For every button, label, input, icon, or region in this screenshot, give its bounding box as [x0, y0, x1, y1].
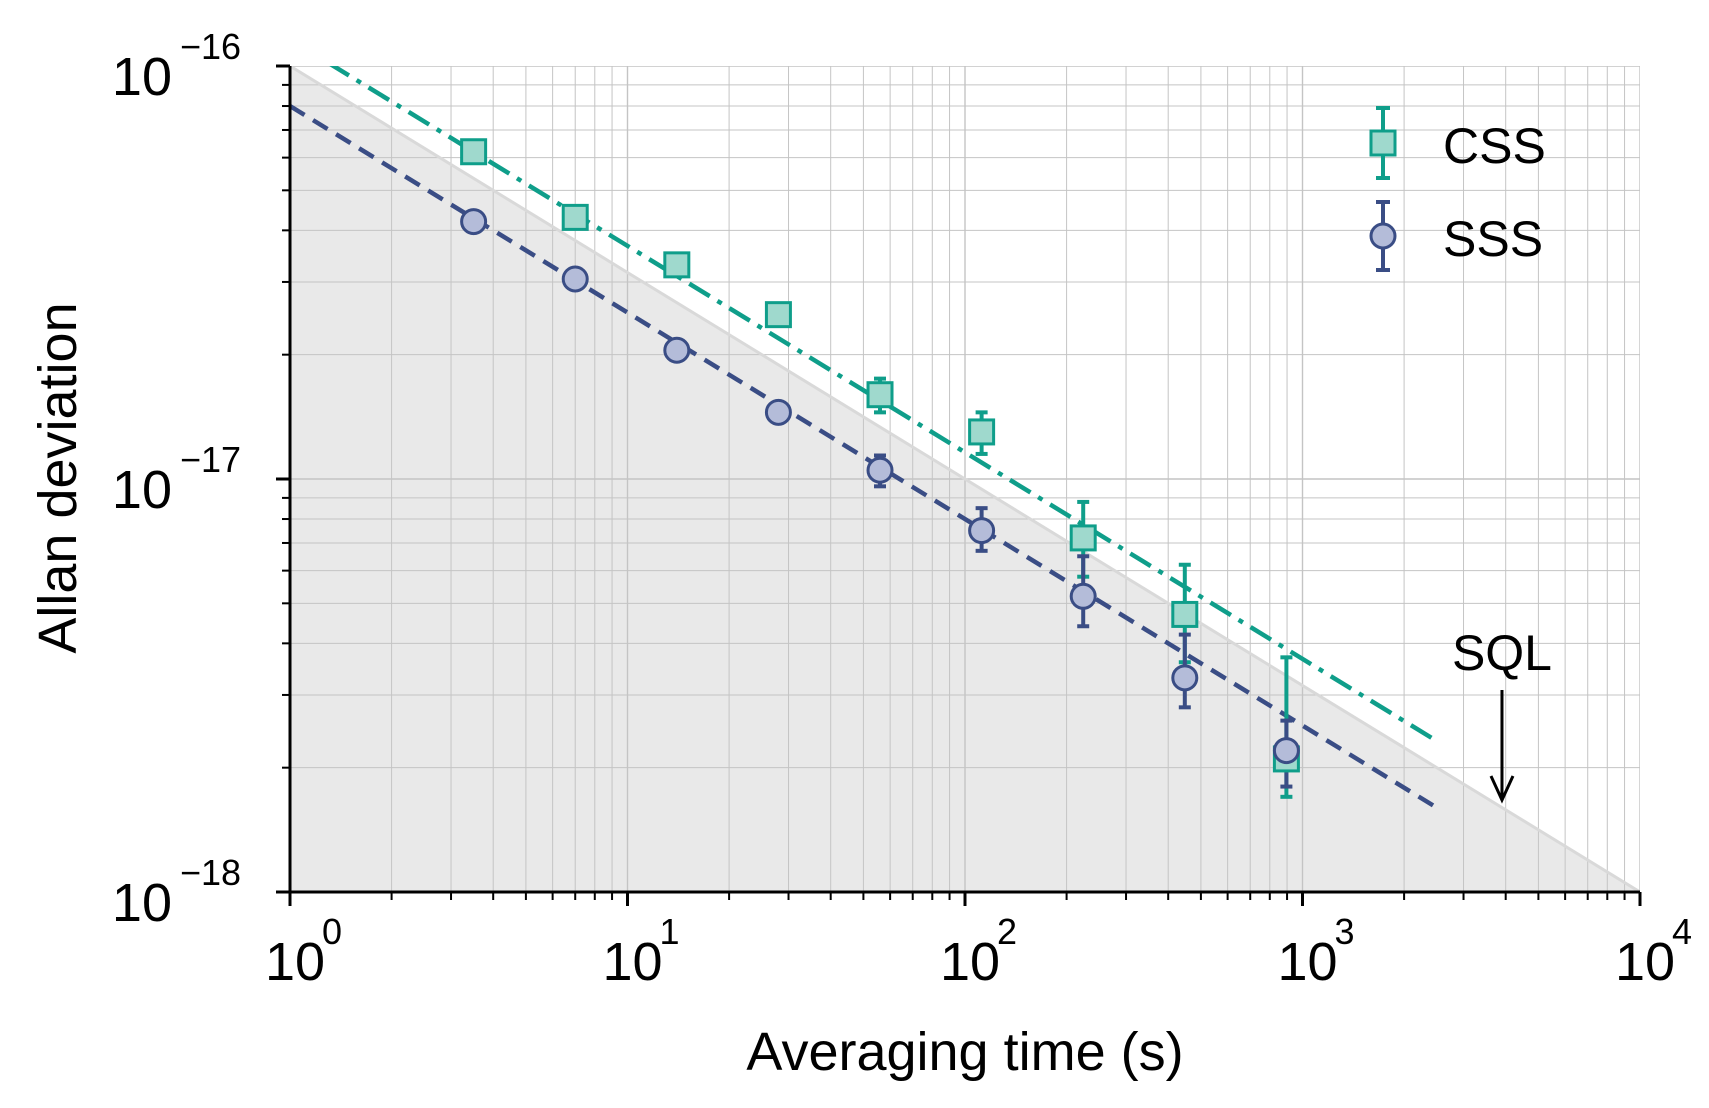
- y-axis-title: Allan deviation: [28, 302, 88, 653]
- marker-sss: [866, 456, 894, 484]
- marker-css: [561, 203, 589, 231]
- fit-line-css: [329, 66, 1438, 743]
- x-tick-label: 10: [602, 932, 662, 992]
- sql-line: [290, 66, 1640, 892]
- sql-label: SQL: [1452, 625, 1552, 681]
- legend-css-label: CSS: [1443, 118, 1546, 174]
- marker-sss: [764, 398, 792, 426]
- marker-sss: [1171, 664, 1199, 692]
- x-tick-label: 10: [1277, 932, 1337, 992]
- marker-sss: [663, 336, 691, 364]
- y-tick-label: 10: [112, 873, 172, 933]
- sql-boundary-line: [290, 66, 1640, 892]
- marker-css: [866, 381, 894, 409]
- marker-css: [1171, 600, 1199, 628]
- y-tick-exponent: −18: [180, 852, 241, 893]
- x-tick-exponent: 1: [659, 911, 679, 952]
- x-tick-exponent: 0: [322, 911, 342, 952]
- y-tick-exponent: −16: [180, 26, 241, 67]
- y-tick-label: 10: [112, 47, 172, 107]
- legend-sss-label: SSS: [1443, 211, 1543, 267]
- y-tick-label: 10: [112, 460, 172, 520]
- x-tick-label: 10: [1615, 932, 1675, 992]
- marker-sss: [561, 265, 589, 293]
- x-tick-exponent: 4: [1672, 911, 1692, 952]
- marker-sss: [460, 208, 488, 236]
- x-tick-label: 10: [265, 932, 325, 992]
- legend-css-marker: [1369, 129, 1397, 157]
- sql-arrow-head: [1489, 775, 1515, 804]
- marker-sss: [968, 517, 996, 545]
- sql-annotation: SQL: [1452, 625, 1552, 804]
- legend-item-sss: SSS: [1369, 200, 1543, 272]
- marker-css: [460, 138, 488, 166]
- legend-sss-marker: [1369, 222, 1397, 250]
- marker-css: [663, 251, 691, 279]
- legend: CSS SSS: [1369, 106, 1546, 272]
- marker-sss: [1272, 737, 1300, 765]
- data-markers: [460, 138, 1300, 773]
- x-tick-exponent: 2: [997, 911, 1017, 952]
- marker-css: [968, 418, 996, 446]
- marker-sss: [1069, 582, 1097, 610]
- x-axis-title: Averaging time (s): [746, 1022, 1183, 1082]
- y-tick-exponent: −17: [180, 439, 241, 480]
- x-tick-exponent: 3: [1334, 911, 1354, 952]
- marker-css: [1069, 524, 1097, 552]
- legend-item-css: CSS: [1369, 106, 1546, 180]
- marker-css: [764, 301, 792, 329]
- x-tick-label: 10: [940, 932, 1000, 992]
